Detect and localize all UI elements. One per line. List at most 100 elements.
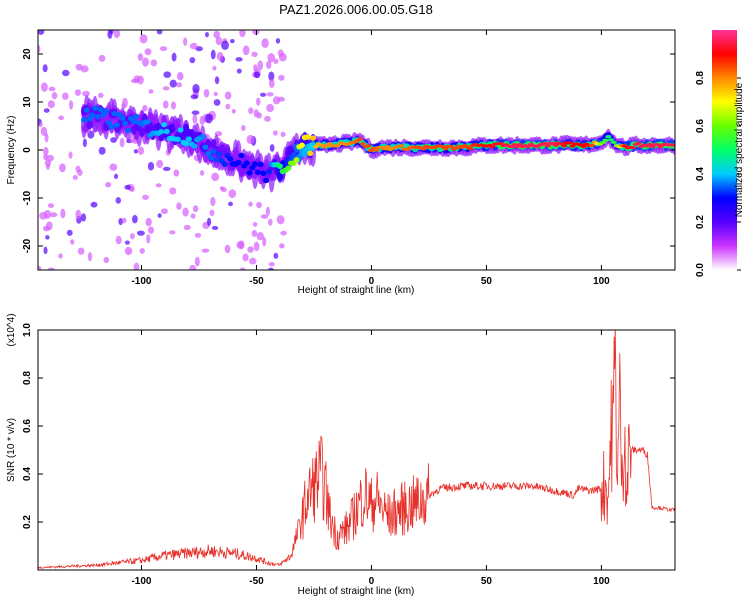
- spectrogram-noise-cell: [259, 92, 267, 97]
- y-tick-label: 10: [22, 96, 33, 108]
- spectrogram-noise-cell: [213, 91, 218, 97]
- spectrogram-noise-cell: [114, 173, 119, 179]
- spectrogram-noise-cell: [268, 218, 273, 226]
- spectrogram-ridge-cell: [420, 147, 427, 151]
- spectrogram-noise-cell: [251, 229, 258, 237]
- y-tick-label: 1.0: [22, 323, 33, 337]
- colorbar-ticks: 0.0 0.2 0.4 0.6 0.8: [695, 71, 741, 277]
- spectrogram-ridge-cell: [188, 128, 195, 139]
- spectrogram-noise-cell: [257, 60, 264, 71]
- spectrogram-noise-cell: [44, 209, 51, 220]
- spectrogram-noise-cell: [189, 264, 197, 270]
- spectrogram-noise-cell: [266, 103, 274, 113]
- spectrogram-noise-cell: [162, 100, 169, 109]
- spectrogram-ridge-cell: [103, 108, 110, 114]
- spectrogram-ridge-cell: [365, 144, 372, 148]
- spectrogram-noise-cell: [189, 42, 198, 50]
- spectrogram-noise-cell: [231, 108, 236, 114]
- spectrogram-noise-cell: [253, 109, 259, 118]
- spectrogram-noise-cell: [192, 114, 198, 124]
- spectrogram-noise-cell: [280, 230, 287, 236]
- spectrogram-noise-cell: [268, 78, 275, 88]
- snr-frame: [37, 329, 676, 571]
- x-tick-label: 0: [369, 276, 375, 287]
- colorbar-tick-label: 0.8: [695, 71, 706, 85]
- spectrogram-noise-cell: [46, 154, 54, 162]
- spectrogram-noise-cell: [248, 201, 253, 207]
- spectrogram-noise-cell: [239, 30, 246, 38]
- spectrogram-noise-cell: [213, 99, 221, 106]
- spectrogram-y-ticks: -20 -10 0 10 20: [22, 48, 675, 253]
- spectrogram-noise-cell: [213, 30, 221, 39]
- spectrogram-noise-cell: [239, 267, 246, 270]
- spectrogram-noise-cell: [183, 37, 188, 46]
- spectrogram-ridge-cell: [307, 150, 314, 157]
- spectrogram-ridge-cell: [161, 121, 168, 128]
- spectrogram-noise-cell: [80, 213, 87, 222]
- spectrogram-ridge-cell: [588, 143, 595, 148]
- spectrogram-noise-cell: [256, 232, 264, 241]
- x-tick-label: 50: [481, 276, 493, 287]
- spectrogram-ridge-cell: [263, 177, 270, 184]
- spectrogram-noise-cell: [136, 230, 145, 236]
- spectrogram-noise-cell: [192, 205, 199, 213]
- spectrogram-noise-cell: [173, 169, 180, 177]
- spectrogram-noise-cell: [38, 265, 42, 270]
- spectrogram-noise-cell: [194, 256, 200, 267]
- spectrogram-ridge-cell: [367, 149, 374, 153]
- spectrogram-noise-cell: [176, 72, 184, 81]
- spectrogram-noise-cell: [210, 49, 216, 60]
- spectrogram-ridge-cell: [221, 161, 228, 167]
- spectrogram-ridge-cell: [359, 142, 366, 146]
- spectrogram-noise-cell: [242, 253, 249, 262]
- spectrogram-noise-cell: [77, 247, 85, 255]
- spectrogram-noise-cell: [221, 40, 229, 51]
- spectrogram-ridge-cell: [235, 159, 242, 166]
- spectrogram-noise-cell: [122, 217, 127, 224]
- spectrogram-ridge-cell: [227, 156, 234, 162]
- spectrogram-noise-cell: [275, 38, 281, 44]
- figure-title: PAZ1.2026.006.00.05.G18: [279, 2, 433, 17]
- spectrogram-noise-cell: [137, 53, 144, 61]
- spectrogram-ridge-cell: [246, 170, 253, 176]
- spectrogram-noise-cell: [267, 52, 275, 63]
- spectrogram-noise-cell: [145, 217, 152, 227]
- spectrogram-ridge-cell: [541, 141, 548, 146]
- spectrogram-noise-cell: [273, 58, 279, 64]
- spectrogram-x-label: Height of straight line (km): [298, 285, 415, 296]
- colorbar-tick-label: 0.0: [695, 263, 706, 277]
- spectrogram-ridge-cell: [158, 128, 165, 135]
- spectrogram-noise-cell: [242, 45, 250, 56]
- spectrogram-noise-cell: [82, 90, 90, 97]
- spectrogram-noise-cell: [74, 89, 81, 97]
- spectrogram-noise-cell: [146, 234, 151, 244]
- spectrogram-noise-cell: [115, 235, 122, 245]
- spectrogram-noise-cell: [147, 226, 155, 234]
- spectrogram-noise-cell: [59, 163, 66, 173]
- spectrogram-noise-cell: [273, 252, 279, 259]
- spectrogram-noise-cell: [163, 71, 172, 79]
- spectrogram-ridge-cell: [610, 140, 617, 144]
- spectrogram-ridge-cell: [130, 119, 137, 125]
- spectrogram-noise-cell: [113, 30, 121, 39]
- spectrogram-ridge-cell: [671, 143, 675, 147]
- spectrogram-noise-cell: [277, 49, 284, 57]
- y-tick-label: 0.6: [22, 419, 33, 433]
- spectrogram-noise-cell: [210, 196, 216, 207]
- spectrogram-ridge-cell: [185, 136, 192, 142]
- spectrogram-ridge-cell: [89, 112, 96, 118]
- spectrogram-noise-cell: [170, 101, 177, 110]
- spectrogram-noise-cell: [264, 115, 271, 122]
- spectrogram-noise-cell: [90, 201, 98, 208]
- spectrogram-ridge-cell: [373, 148, 380, 152]
- spectrogram-noise-cell: [75, 165, 81, 173]
- spectrogram-ridge-cell: [224, 146, 231, 156]
- spectrogram-noise-cell: [157, 213, 162, 218]
- spectrogram-noise-cell: [268, 267, 274, 270]
- spectrogram-noise-cell: [43, 146, 49, 156]
- y-tick-label: -20: [22, 238, 33, 253]
- spectrogram-ridge-cell: [94, 114, 101, 120]
- spectrogram-noise-cell: [176, 202, 182, 210]
- spectrogram-noise-cell: [280, 131, 286, 138]
- spectrogram-ridge-cell: [630, 146, 637, 150]
